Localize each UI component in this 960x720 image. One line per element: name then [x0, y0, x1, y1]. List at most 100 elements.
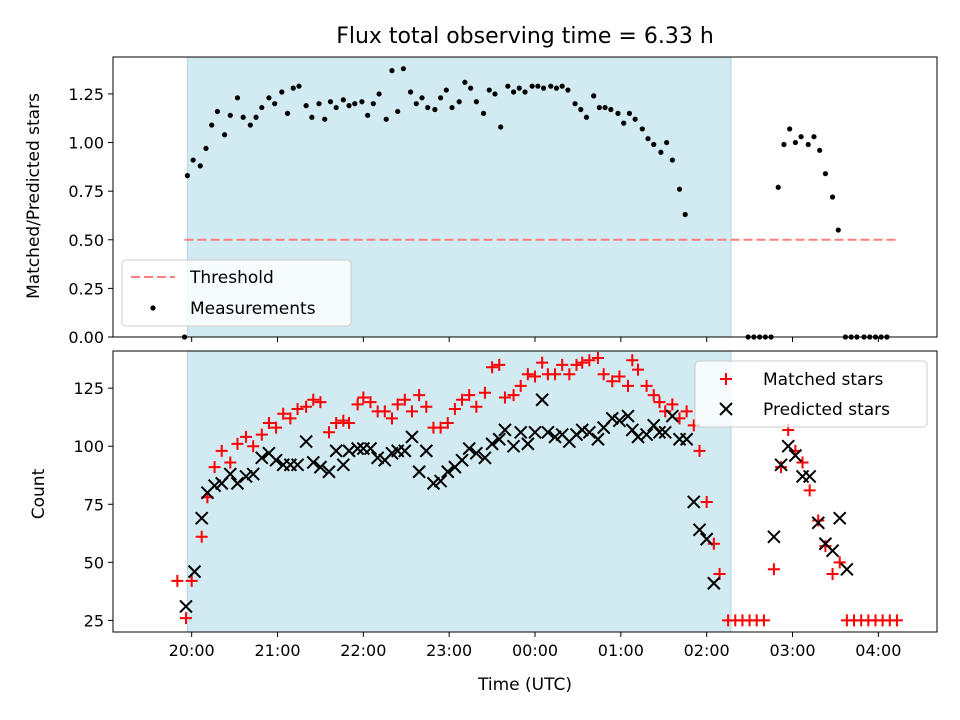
predicted-point [207, 478, 222, 493]
measurement-point [259, 104, 265, 111]
matched-point [493, 358, 506, 371]
predicted-point [239, 469, 253, 484]
y-tick-label: 1.25 [68, 85, 104, 104]
predicted-point [441, 465, 455, 479]
matched-point [632, 363, 645, 376]
measurement-point [645, 136, 651, 142]
predicted-point [322, 465, 336, 479]
measurement-point [432, 106, 438, 113]
y-tick-label: 0.50 [68, 231, 104, 250]
predicted-point [687, 495, 701, 509]
matched-point [323, 426, 336, 439]
x-tick-label: 20:00 [169, 641, 215, 660]
y-tick-label: 1.00 [68, 134, 104, 153]
matched-point [208, 461, 221, 474]
measurement-point [468, 85, 474, 91]
measurement-point [473, 99, 479, 105]
measurement-point [333, 104, 339, 111]
matched-point [486, 361, 499, 374]
predicted-point [506, 439, 521, 453]
measurement-point [775, 184, 781, 190]
observing-span [187, 351, 731, 632]
measurement-point [303, 103, 309, 109]
y-tick-label: 0.00 [68, 328, 104, 347]
measurement-point [805, 141, 811, 148]
measurement-point [578, 106, 584, 113]
predicted-point [621, 409, 635, 423]
matched-point [775, 461, 788, 474]
predicted-point [788, 448, 803, 463]
matched-point [448, 403, 461, 416]
measurement-point [498, 124, 504, 130]
matched-point [647, 389, 660, 402]
predicted-legend-label: Predicted stars [763, 400, 890, 420]
predicted-point [179, 599, 193, 614]
matched-point [215, 444, 228, 457]
matched-point [262, 416, 275, 429]
x-tick-label: 04:00 [855, 641, 901, 660]
matched-point [597, 368, 610, 381]
matched-point [247, 440, 260, 453]
predicted-point [290, 458, 305, 472]
measurement-point [316, 101, 322, 107]
predicted-point [699, 532, 714, 546]
chart-title: Flux total observing time = 6.33 h [336, 24, 714, 49]
measurement-point [639, 126, 645, 132]
measurement-point [279, 89, 285, 95]
predicted-point [329, 444, 343, 458]
matched-point [622, 379, 634, 392]
series-measurements [181, 66, 890, 340]
matched-point [606, 375, 619, 388]
measurement-point [240, 114, 246, 120]
matched-point [240, 430, 253, 443]
measurement-point [352, 101, 358, 107]
matched-point [514, 379, 527, 392]
measurement-point [591, 93, 597, 99]
measurement-point [529, 83, 535, 89]
measurement-point [798, 134, 804, 140]
measurement-point [811, 134, 817, 140]
matched-point [343, 416, 356, 429]
measurement-point [626, 110, 633, 116]
measurement-point [383, 116, 389, 122]
matched-point [613, 370, 626, 383]
measurement-point [522, 89, 528, 95]
measurement-point [669, 157, 675, 163]
measurement-point [253, 114, 259, 120]
measurement-point [284, 110, 291, 116]
matched-point [563, 368, 576, 381]
measurement-point [327, 99, 334, 105]
measurement-point [505, 83, 511, 89]
predicted-point [548, 430, 562, 444]
measurement-point [817, 147, 823, 153]
matched-point [478, 386, 491, 399]
measurement-point [359, 99, 365, 105]
y-tick-label: 100 [73, 437, 104, 456]
matched-point [307, 393, 320, 406]
predicted-point [774, 458, 788, 472]
predicted-point [802, 469, 817, 484]
measurement-point [829, 194, 836, 200]
top-legend: Threshold Measurements [121, 259, 352, 327]
matched-point [700, 495, 713, 508]
matched-point [337, 414, 350, 427]
matched-point [231, 437, 244, 450]
measurements-legend-label: Measurements [190, 299, 316, 319]
measurement-point [602, 104, 608, 111]
axes-frame [112, 350, 938, 633]
predicted-point [363, 441, 378, 456]
matched-point [640, 379, 653, 392]
matched-point [591, 351, 604, 364]
matched-point [277, 407, 290, 420]
predicted-point [535, 393, 549, 407]
series-predicted-stars [179, 393, 854, 614]
predicted-point [582, 425, 597, 439]
predicted-point [299, 434, 313, 449]
matched-point [357, 391, 370, 404]
predicted-point [462, 441, 476, 456]
predicted-point [639, 427, 654, 442]
measurement-point [608, 106, 614, 113]
predicted-point [767, 530, 781, 544]
matched-point [707, 537, 720, 550]
x-tick-label: 03:00 [769, 641, 815, 660]
